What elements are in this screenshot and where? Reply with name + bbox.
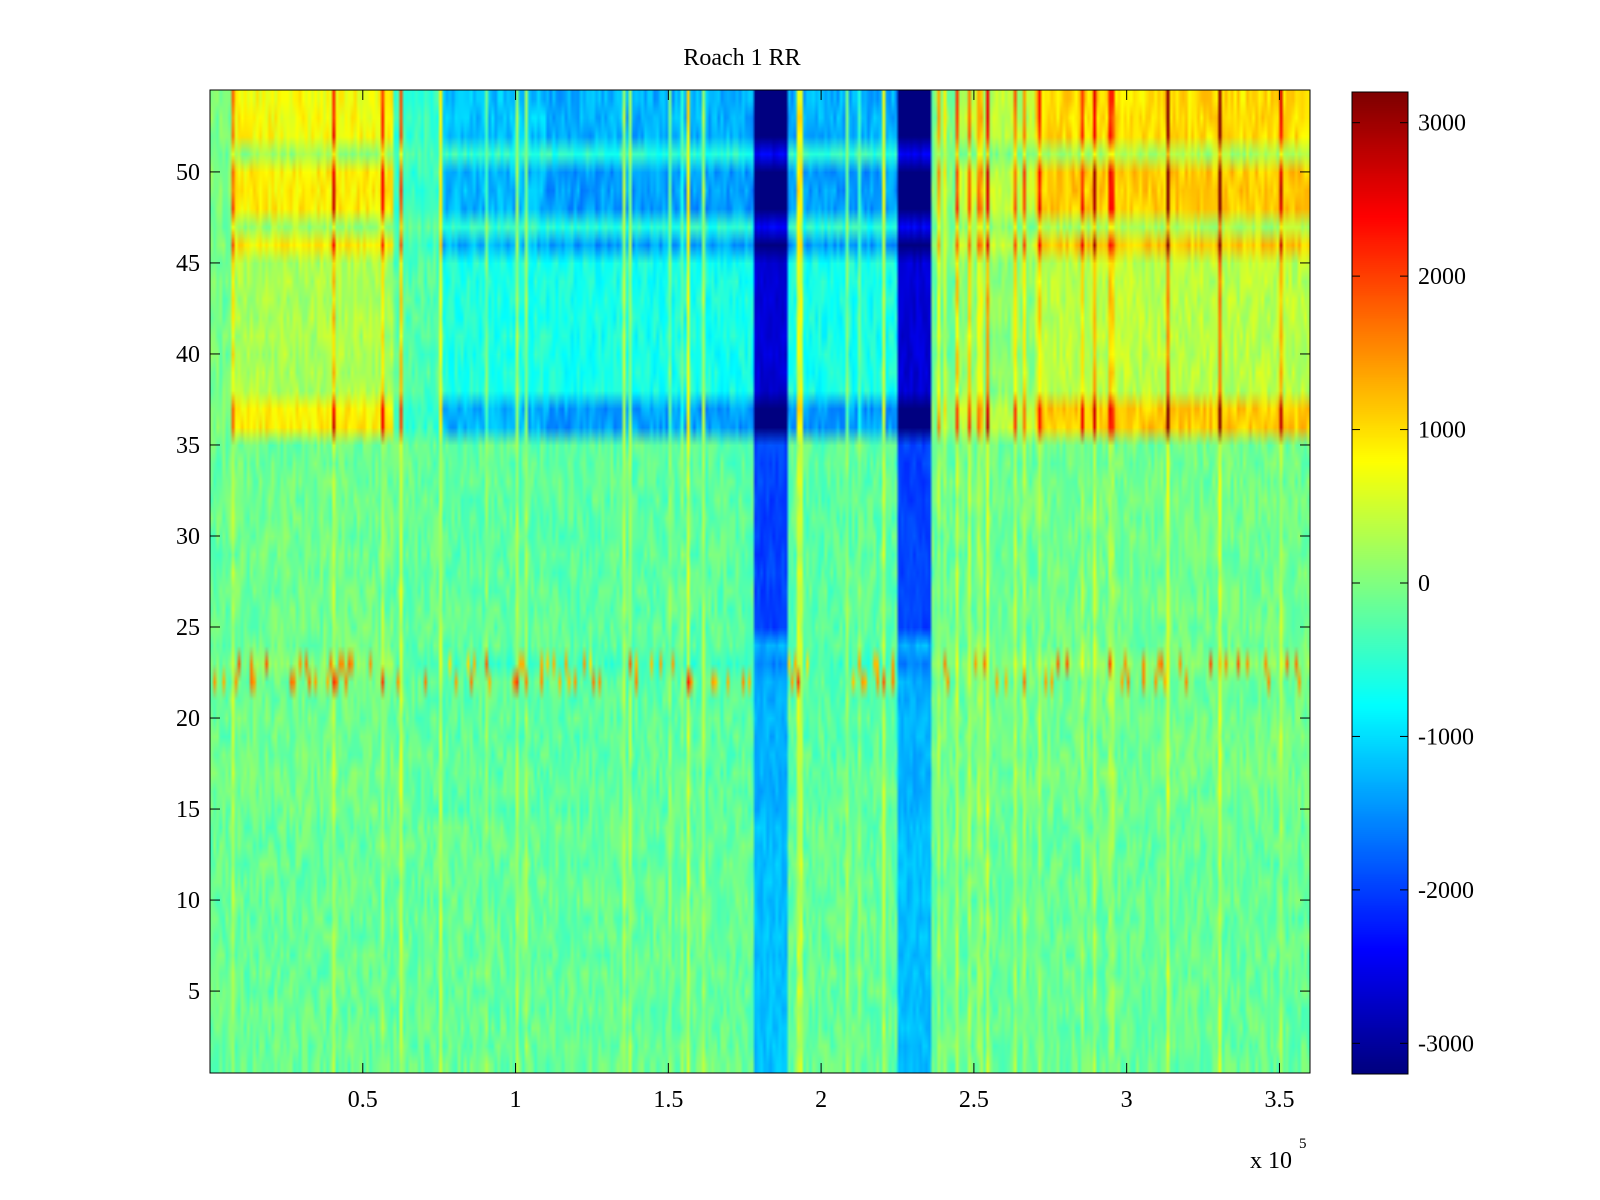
- colorbar-ticks: 3000 2000 1000 0 -1000 -2000 -3000: [1352, 111, 1474, 1057]
- x-tick-label: 1: [510, 1087, 522, 1113]
- chart-title: Roach 1 RR: [683, 45, 800, 71]
- y-tick-label: 40: [176, 342, 200, 368]
- plot-frame: [209, 89, 1311, 1074]
- colorbar-tick-label: -2000: [1418, 878, 1474, 904]
- x-tick-label: 2.5: [959, 1087, 989, 1113]
- colorbar-tick-label: 0: [1418, 571, 1430, 597]
- x-tick-label: 3: [1121, 1087, 1133, 1113]
- y-tick-label: 35: [176, 433, 200, 459]
- colorbar-gradient: [1352, 92, 1408, 1074]
- y-tick-label: 50: [176, 160, 200, 186]
- y-tick-label: 5: [188, 979, 200, 1005]
- colorbar: 3000 2000 1000 0 -1000 -2000 -3000: [1351, 91, 1474, 1075]
- y-tick-label: 20: [176, 706, 200, 732]
- x-axis: 0.5 1 1.5 2 2.5 3 3.5: [348, 90, 1294, 1113]
- y-axis: 5 10 15 20 25 30 35 40 45 50: [176, 160, 1310, 1005]
- x-tick-label: 0.5: [348, 1087, 378, 1113]
- colorbar-tick-label: -3000: [1418, 1031, 1474, 1057]
- colorbar-tick-label: 1000: [1418, 418, 1466, 444]
- y-tick-label: 10: [176, 888, 200, 914]
- colorbar-tick-label: -1000: [1418, 724, 1474, 750]
- y-tick-label: 45: [176, 251, 200, 277]
- x-axis-multiplier: x 10: [1250, 1148, 1292, 1174]
- x-tick-label: 1.5: [653, 1087, 683, 1113]
- colorbar-tick-label: 3000: [1418, 111, 1466, 137]
- y-tick-label: 15: [176, 797, 200, 823]
- y-tick-label: 30: [176, 524, 200, 550]
- x-axis-multiplier-exponent: 5: [1299, 1136, 1307, 1152]
- colorbar-tick-label: 2000: [1418, 264, 1466, 290]
- x-tick-label: 3.5: [1264, 1087, 1294, 1113]
- y-tick-label: 25: [176, 615, 200, 641]
- x-tick-label: 2: [815, 1087, 827, 1113]
- heatmap-image: [210, 90, 1310, 1073]
